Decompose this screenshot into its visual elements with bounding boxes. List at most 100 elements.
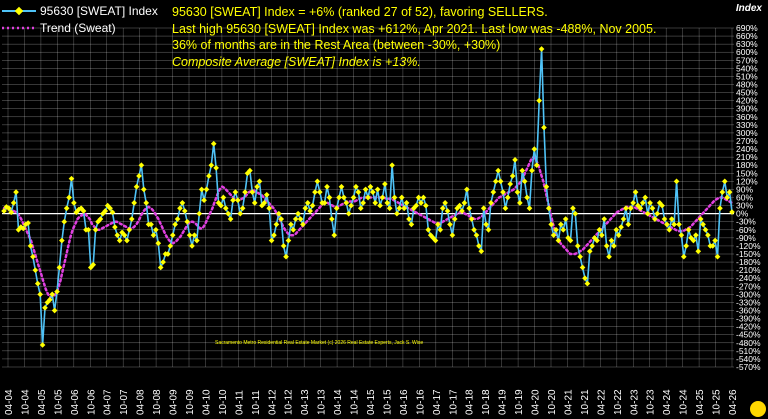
x-tick-label: 10-23 bbox=[646, 389, 657, 415]
index-point bbox=[71, 200, 77, 206]
index-point bbox=[343, 200, 350, 206]
index-point bbox=[13, 189, 19, 195]
index-point bbox=[350, 194, 357, 201]
x-axis-tick-labels: 04-04 10-04 04-05 10-05 04-06 10-06 04-07 10-07… bbox=[4, 389, 739, 415]
index-point bbox=[304, 200, 311, 206]
index-point bbox=[712, 237, 718, 244]
index-point bbox=[423, 202, 429, 209]
y-tick-label: 570% bbox=[736, 55, 758, 65]
index-point bbox=[309, 202, 316, 209]
x-tick-label: 04-23 bbox=[629, 389, 640, 415]
index-point bbox=[435, 221, 441, 228]
index-point bbox=[690, 237, 697, 244]
index-point bbox=[456, 202, 463, 209]
index-point bbox=[360, 200, 367, 206]
index-point bbox=[357, 205, 364, 212]
index-point bbox=[234, 197, 241, 204]
y-tick-label: -210% bbox=[736, 265, 761, 275]
index-point bbox=[256, 178, 263, 185]
index-point bbox=[198, 186, 205, 193]
index-point bbox=[644, 210, 651, 217]
index-point bbox=[596, 226, 603, 233]
index-point bbox=[222, 205, 229, 212]
x-tick-label: 10-21 bbox=[580, 389, 591, 415]
index-point bbox=[572, 210, 579, 217]
index-point bbox=[719, 189, 726, 195]
index-point bbox=[230, 197, 236, 204]
index-point bbox=[408, 221, 415, 228]
index-point bbox=[143, 200, 150, 206]
index-point bbox=[85, 226, 92, 233]
index-point bbox=[278, 216, 285, 222]
index-point bbox=[577, 253, 583, 260]
index-point bbox=[729, 209, 735, 215]
y-tick-label: 390% bbox=[736, 104, 758, 114]
y-tick-label: 480% bbox=[736, 80, 758, 90]
y-tick-label: -30% bbox=[736, 217, 756, 227]
y-tick-label: 420% bbox=[736, 96, 758, 106]
index-point bbox=[625, 221, 632, 228]
index-point bbox=[37, 291, 43, 298]
x-tick-label: 04-04 bbox=[4, 389, 15, 415]
index-point bbox=[543, 183, 550, 190]
x-tick-label: 04-06 bbox=[70, 389, 81, 415]
y-tick-label: 240% bbox=[736, 144, 758, 154]
index-point bbox=[603, 243, 610, 249]
index-point bbox=[589, 243, 596, 249]
index-point bbox=[623, 205, 629, 212]
y-tick-label: 330% bbox=[736, 120, 758, 130]
index-point bbox=[321, 200, 328, 206]
index-point bbox=[128, 216, 135, 222]
index-point bbox=[401, 205, 407, 212]
index-point bbox=[266, 205, 272, 212]
index-point bbox=[68, 175, 75, 182]
y-tick-label: 300% bbox=[736, 128, 758, 138]
index-point bbox=[167, 243, 174, 249]
headline-line-3: 36% of months are in the Rest Area (betw… bbox=[172, 38, 501, 52]
index-point bbox=[545, 205, 552, 212]
index-point bbox=[495, 167, 502, 174]
index-point bbox=[517, 200, 523, 206]
index-point bbox=[116, 237, 123, 244]
index-series bbox=[1, 46, 735, 348]
index-point bbox=[251, 200, 258, 206]
x-tick-label: 10-08 bbox=[152, 389, 163, 415]
index-point bbox=[333, 205, 340, 212]
index-point bbox=[196, 210, 203, 217]
index-point bbox=[345, 210, 352, 217]
x-tick-label: 04-05 bbox=[37, 389, 48, 415]
index-point bbox=[497, 178, 504, 185]
x-tick-label: 10-24 bbox=[679, 389, 690, 415]
index-point bbox=[177, 205, 183, 212]
index-point bbox=[372, 200, 379, 206]
index-point bbox=[165, 251, 171, 257]
x-tick-label: 04-08 bbox=[136, 389, 147, 415]
index-point bbox=[459, 208, 465, 214]
index-point bbox=[179, 200, 186, 206]
index-point bbox=[526, 205, 533, 212]
index-point bbox=[618, 224, 624, 230]
index-point bbox=[374, 186, 381, 193]
index-point bbox=[242, 189, 248, 195]
index-point bbox=[664, 221, 670, 228]
index-point bbox=[203, 186, 210, 193]
x-tick-label: 04-13 bbox=[300, 389, 311, 415]
index-point bbox=[201, 197, 207, 204]
x-tick-label: 04-26 bbox=[728, 389, 739, 415]
index-point bbox=[369, 189, 376, 195]
y-tick-label: -360% bbox=[736, 306, 761, 316]
index-point bbox=[562, 216, 569, 222]
index-point bbox=[124, 237, 130, 244]
y-tick-label: -330% bbox=[736, 297, 761, 307]
index-point bbox=[32, 267, 39, 273]
index-point bbox=[160, 259, 166, 265]
index-point bbox=[80, 208, 87, 214]
y-tick-label: -510% bbox=[736, 346, 761, 356]
y-tick-label: 60% bbox=[736, 193, 753, 203]
index-point bbox=[384, 200, 391, 206]
index-point bbox=[444, 208, 451, 214]
index-point bbox=[92, 226, 99, 233]
legend-trend-label: Trend (Sweat) bbox=[40, 20, 116, 35]
y-tick-label: -120% bbox=[736, 241, 761, 251]
index-point bbox=[172, 221, 178, 228]
